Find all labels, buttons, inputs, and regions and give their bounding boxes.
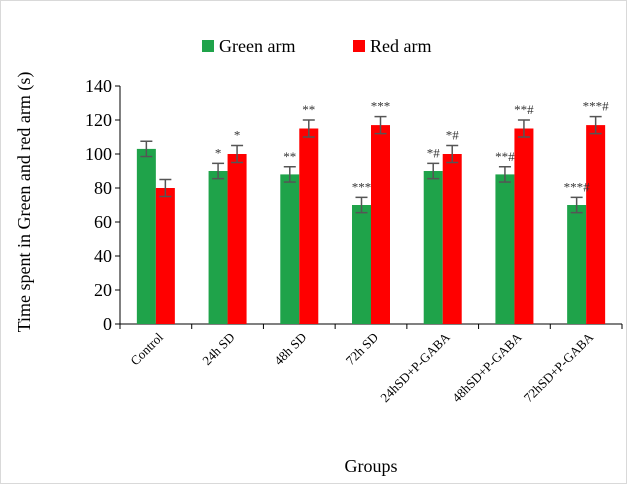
annotation-green-arm-24hsd-p-gaba: *# [427, 145, 441, 160]
bar-green-arm-control [136, 148, 156, 324]
error-bars [140, 115, 602, 214]
y-tick-label: 80 [94, 178, 112, 198]
legend-label-red-arm: Red arm [370, 36, 431, 56]
annotation-green-arm-24h-sd: * [215, 145, 222, 160]
bars [136, 125, 606, 324]
bar-green-arm-72hsd-p-gaba [567, 205, 587, 324]
annotation-red-arm-24h-sd: * [234, 128, 241, 143]
annotation-red-arm-72hsd-p-gaba: ***# [583, 99, 610, 114]
bar-green-arm-24hsd-p-gaba [423, 171, 443, 324]
y-axis-title: Time spent in Green and red arm (s) [14, 72, 35, 333]
bar-red-arm-72hsd-p-gaba [586, 125, 606, 324]
bar-red-arm-control [155, 188, 175, 324]
legend-swatch-green-arm [202, 40, 214, 52]
x-axis-title: Groups [345, 456, 398, 476]
bar-red-arm-24h-sd [227, 154, 247, 324]
y-tick-label: 0 [103, 314, 112, 334]
y-axis: 0 20 40 60 80 100 120 140 [85, 76, 121, 334]
significance-annotations: * ******# **#***#*** ****#**# ***# [215, 99, 609, 195]
annotation-green-arm-72h-sd: *** [352, 179, 372, 194]
bar-green-arm-72h-sd [352, 205, 371, 324]
legend: Green arm Red arm [202, 36, 431, 56]
bar-green-arm-48hsd-p-gaba [495, 174, 515, 324]
annotation-green-arm-72hsd-p-gaba: ***# [564, 179, 591, 194]
bar-red-arm-48h-sd [299, 128, 319, 324]
y-tick-label: 120 [85, 110, 112, 130]
bar-red-arm-72h-sd [371, 125, 390, 324]
bar-red-arm-48hsd-p-gaba [514, 128, 534, 324]
y-tick-label: 100 [85, 144, 112, 164]
bar-red-arm-24hsd-p-gaba [442, 154, 462, 324]
legend-swatch-red-arm [353, 40, 365, 52]
y-tick-label: 20 [94, 280, 112, 300]
bar-green-arm-48h-sd [280, 174, 300, 324]
y-tick-label: 140 [85, 76, 112, 96]
y-tick-label: 60 [94, 212, 112, 232]
annotation-red-arm-48hsd-p-gaba: **# [514, 102, 534, 117]
annotation-green-arm-48h-sd: ** [283, 149, 296, 164]
legend-label-green-arm: Green arm [219, 36, 295, 56]
annotation-red-arm-72h-sd: *** [371, 99, 391, 114]
annotation-green-arm-48hsd-p-gaba: **# [495, 149, 515, 164]
annotation-red-arm-48h-sd: ** [302, 102, 315, 117]
annotation-red-arm-24hsd-p-gaba: *# [446, 128, 460, 143]
bar-green-arm-24h-sd [208, 171, 228, 324]
y-tick-label: 40 [94, 246, 112, 266]
